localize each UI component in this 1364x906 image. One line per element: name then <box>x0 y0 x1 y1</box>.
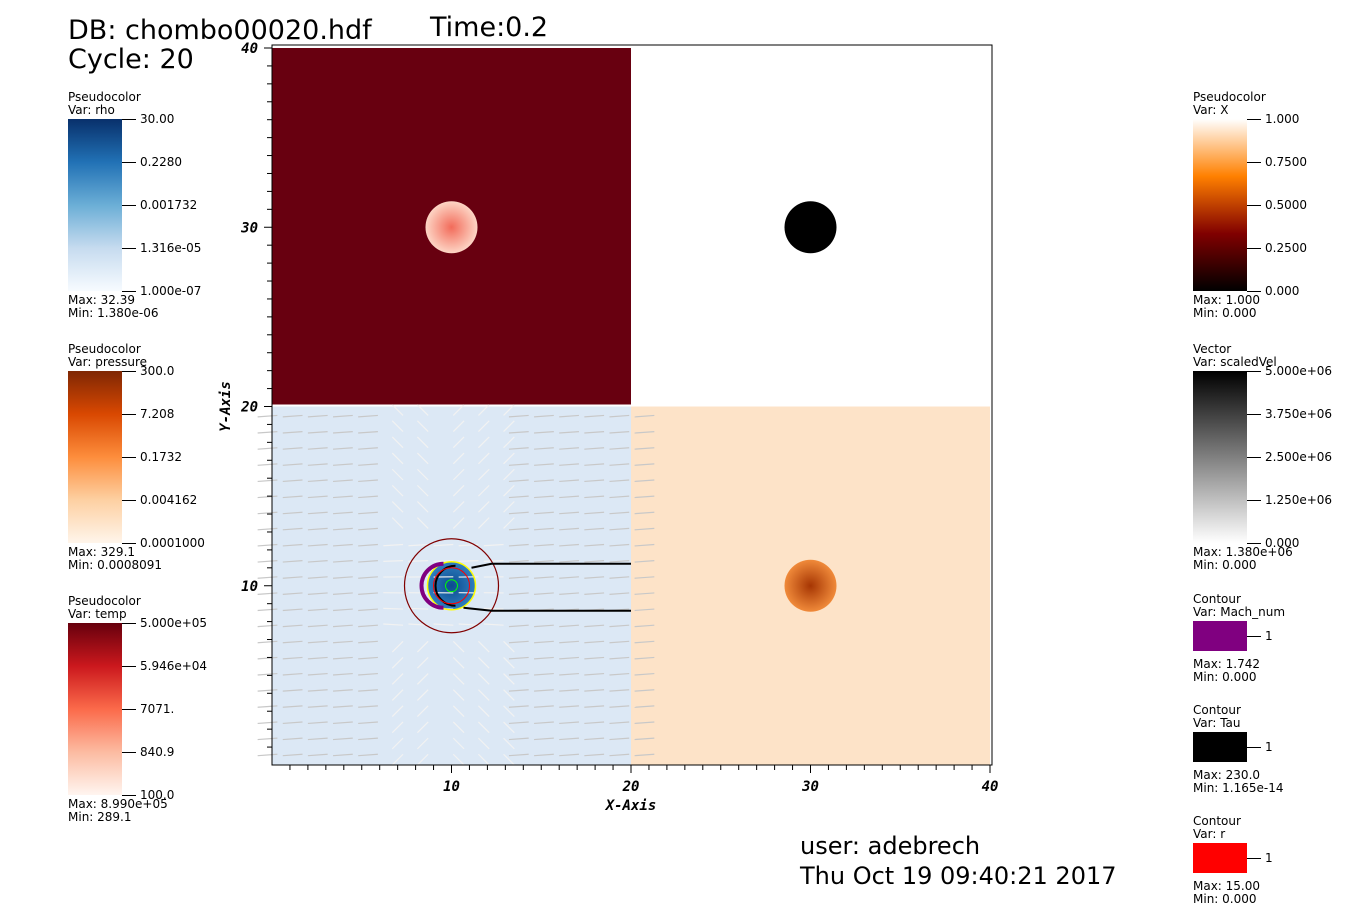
legend-tick: 0.2280 <box>122 156 182 168</box>
vector-arrow <box>484 608 504 609</box>
vector-arrow <box>459 561 479 562</box>
color-bar <box>68 371 122 543</box>
x-axis-label: X-Axis <box>605 798 657 814</box>
legend-tick: 0.004162 <box>122 494 197 506</box>
legend-var: Var: Mach_num <box>1193 606 1363 619</box>
vector-arrow <box>383 608 403 609</box>
y-tick-label: 40 <box>241 41 258 57</box>
legend-tick: 0.7500 <box>1247 156 1307 168</box>
time-label: Time:0.2 <box>430 14 548 42</box>
legend-min: Min: 289.1 <box>68 811 132 824</box>
color-bar <box>1193 371 1247 543</box>
user-label: user: adebrech <box>800 832 980 860</box>
x-tick-label: 20 <box>622 779 640 795</box>
legend-tick: 1.000 <box>1247 113 1299 125</box>
x-tick-label: 10 <box>443 779 460 795</box>
legend-tick: 30.00 <box>122 113 174 125</box>
y-tick-label: 30 <box>240 220 258 236</box>
legend-tick: 0.5000 <box>1247 199 1307 211</box>
color-bar <box>1193 119 1247 291</box>
color-bar <box>68 623 122 795</box>
blob-X <box>785 201 837 253</box>
legend-tick: 2.500e+06 <box>1247 451 1332 463</box>
x-tick-label: 30 <box>801 779 819 795</box>
y-tick-label: 20 <box>240 400 258 416</box>
legend-min: Min: 0.000 <box>1193 559 1257 572</box>
legend-tick: 5.000e+05 <box>122 617 207 629</box>
contour-level: 1 <box>1247 852 1273 864</box>
vector-arrow <box>408 608 428 609</box>
legend-tick: 7.208 <box>122 408 174 420</box>
contour-swatch <box>1193 843 1247 873</box>
contour-level: 1 <box>1247 741 1273 753</box>
legend-tick: 1.316e-05 <box>122 242 201 254</box>
legend-min: Min: 0.000 <box>1193 671 1257 684</box>
legend-tick: 840.9 <box>122 746 174 758</box>
x-tick-label: 40 <box>982 779 999 795</box>
legend-min: Min: 0.000 <box>1193 307 1257 320</box>
vector-arrow <box>383 561 403 562</box>
y-axis-label: Y-Axis <box>218 381 234 432</box>
legend-tick: 3.750e+06 <box>1247 408 1332 420</box>
plot-area: 10 20 30 40 10 20 30 40 X-Axis Y-Axis <box>200 30 1020 830</box>
legend-min: Min: 1.165e-14 <box>1193 782 1284 795</box>
legend-tick: 0.1732 <box>122 451 182 463</box>
legend-var: Var: Tau <box>1193 717 1363 730</box>
legend-tick: 7071. <box>122 703 174 715</box>
legend-tick: 300.0 <box>122 365 174 377</box>
legend-tick: 5.946e+04 <box>122 660 207 672</box>
legend-tick: 0.001732 <box>122 199 197 211</box>
date-label: Thu Oct 19 09:40:21 2017 <box>800 862 1117 890</box>
legend-tick: 1.250e+06 <box>1247 494 1332 506</box>
cycle-label: Cycle: 20 <box>68 46 194 74</box>
legend-min: Min: 0.0008091 <box>68 559 162 572</box>
legend-tick: 0.2500 <box>1247 242 1307 254</box>
vector-arrow <box>484 561 504 562</box>
contour-swatch <box>1193 621 1247 651</box>
legend-tick: 5.000e+06 <box>1247 365 1332 377</box>
blob-pressure <box>785 560 837 612</box>
legend-min: Min: 1.380e-06 <box>68 307 159 320</box>
color-bar <box>68 119 122 291</box>
y-tick-label: 10 <box>241 579 258 595</box>
legend-var: Var: r <box>1193 828 1363 841</box>
blob-temp <box>426 201 478 253</box>
contour-swatch <box>1193 732 1247 762</box>
contour-level: 1 <box>1247 630 1273 642</box>
legend-min: Min: 0.000 <box>1193 893 1257 906</box>
